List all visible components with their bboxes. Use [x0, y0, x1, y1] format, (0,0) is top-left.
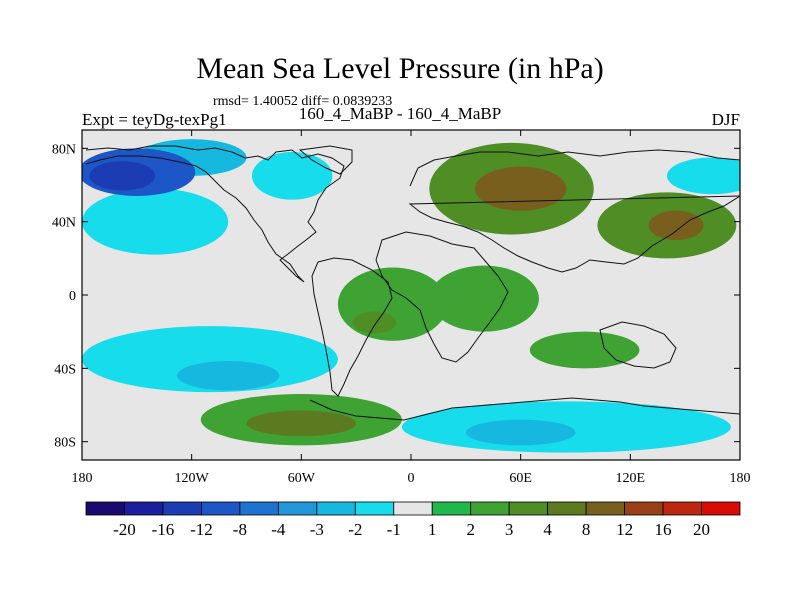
- x-tick-label: 60W: [288, 471, 316, 486]
- anomaly-region: [529, 331, 640, 369]
- colorbar-swatch: [547, 501, 587, 516]
- y-tick-label: 80N: [52, 142, 76, 157]
- colorbar-swatch: [124, 501, 164, 516]
- x-tick-label: 0: [408, 471, 415, 486]
- coastline-north-america: [85, 145, 345, 283]
- anomaly-region: [429, 265, 539, 332]
- y-tick-label: 40S: [54, 362, 76, 377]
- colorbar-swatch: [354, 501, 395, 516]
- colorbar-label: -2: [348, 520, 362, 539]
- coastline-south-america: [311, 257, 393, 397]
- x-tick-label: 60E: [509, 471, 532, 486]
- colorbar-label: 16: [655, 520, 672, 539]
- anomaly-region: [251, 152, 333, 200]
- chart-title: Mean Sea Level Pressure (in hPa): [196, 52, 604, 85]
- anomaly-region: [352, 311, 397, 334]
- colorbar-swatch: [85, 501, 125, 516]
- anomaly-region: [246, 410, 357, 437]
- colorbar-label: -4: [271, 520, 286, 539]
- colorbar-swatch: [624, 501, 664, 516]
- colorbar-label: 3: [505, 520, 514, 539]
- colorbar-label: 8: [582, 520, 591, 539]
- colorbar-label: 20: [693, 520, 710, 539]
- colorbar-swatch: [508, 501, 549, 516]
- stats-text: rmsd= 1.40052 diff= 0.0839233: [213, 94, 393, 109]
- colorbar-swatch: [162, 501, 202, 516]
- experiment-label: Expt = teyDg-texPg1: [82, 110, 227, 129]
- anomaly-region: [474, 166, 567, 211]
- x-tick-label: 180: [730, 471, 751, 486]
- colorbar-label: -12: [190, 520, 213, 539]
- colorbar-swatch: [585, 501, 625, 516]
- anomaly-region: [177, 361, 280, 391]
- colorbar-label: -20: [113, 520, 136, 539]
- colorbar-swatch: [201, 501, 241, 516]
- colorbar-label: -1: [387, 520, 401, 539]
- colorbar-swatch: [316, 501, 356, 516]
- colorbar-label: -8: [233, 520, 247, 539]
- comparison-label: 160_4_MaBP - 160_4_MaBP: [298, 104, 502, 123]
- y-tick-label: 40N: [52, 216, 76, 231]
- anomaly-region: [89, 161, 156, 191]
- coastline-antarctica: [309, 397, 740, 421]
- colorbar-label: 1: [428, 520, 437, 539]
- y-tick-label: 80S: [54, 436, 76, 451]
- colorbar-swatch: [662, 501, 702, 516]
- anomaly-region: [82, 188, 229, 255]
- colorbar-label: 12: [616, 520, 633, 539]
- colorbar-swatch: [470, 501, 510, 516]
- colorbar-swatch: [239, 501, 279, 516]
- colorbar-swatch: [393, 501, 433, 516]
- coastline-eurasia: [408, 149, 740, 273]
- coastline-africa: [375, 231, 509, 363]
- colorbar-label: 4: [543, 520, 552, 539]
- season-label: DJF: [711, 110, 740, 129]
- anomaly-region: [465, 419, 576, 446]
- anomaly-region: [648, 210, 704, 240]
- colorbar-label: -16: [152, 520, 175, 539]
- coastline-australia: [599, 321, 677, 369]
- colorbar-label: 2: [466, 520, 475, 539]
- colorbar-label: -3: [310, 520, 324, 539]
- colorbar-swatch: [701, 501, 741, 516]
- colorbar-swatch: [431, 501, 472, 516]
- colorbar-swatch: [277, 501, 318, 516]
- x-tick-label: 120W: [175, 471, 210, 486]
- x-tick-label: 180: [72, 471, 93, 486]
- coastline-greenland: [298, 145, 353, 175]
- x-tick-label: 120E: [616, 471, 646, 486]
- y-tick-label: 0: [69, 289, 76, 304]
- anomaly-region: [666, 157, 740, 195]
